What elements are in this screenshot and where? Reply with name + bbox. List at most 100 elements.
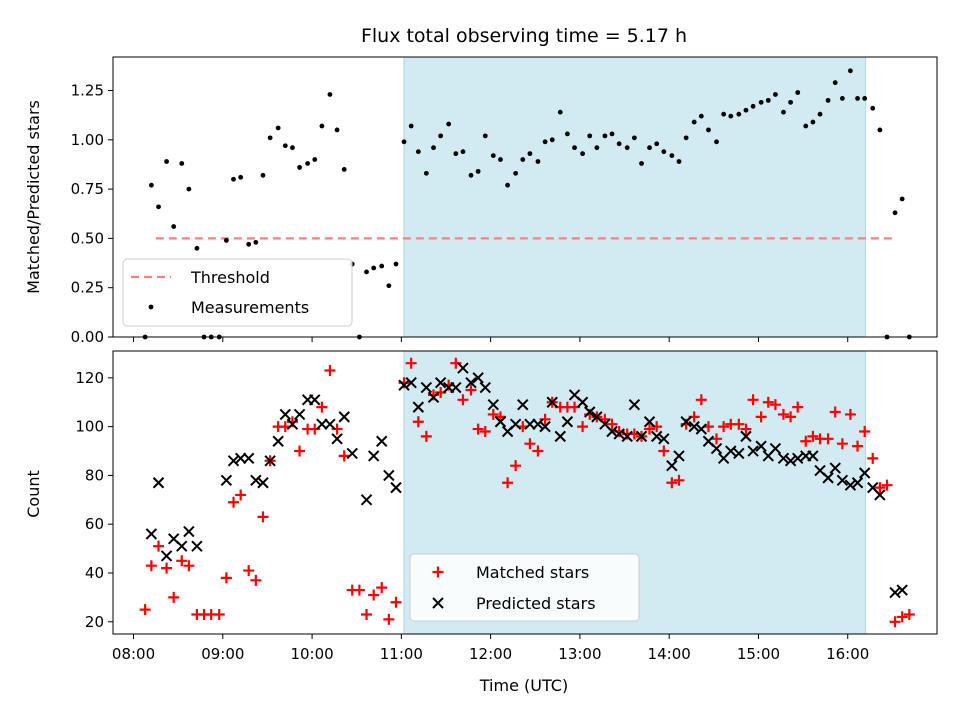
predicted-point xyxy=(725,445,737,457)
predicted-point xyxy=(874,489,886,501)
measurement-point xyxy=(594,145,600,151)
y-tick-label: 0.25 xyxy=(71,279,104,297)
predicted-point xyxy=(160,550,173,562)
predicted-point xyxy=(658,433,670,445)
measurement-point xyxy=(669,153,675,158)
predicted-point xyxy=(896,584,908,596)
matched-point xyxy=(161,562,173,574)
predicted-point xyxy=(346,447,358,460)
measurement-point xyxy=(855,96,860,101)
measurement-point xyxy=(676,159,682,164)
measurement-point xyxy=(327,92,333,97)
predicted-point xyxy=(405,377,417,389)
y-tick-label: 0.75 xyxy=(71,180,104,198)
measurement-point xyxy=(312,157,318,162)
matched-point xyxy=(361,608,373,620)
legend-box xyxy=(409,553,640,622)
predicted-point xyxy=(427,391,440,404)
matched-point xyxy=(903,608,915,620)
predicted-point xyxy=(851,477,864,489)
x-tick-label: 15:00 xyxy=(737,645,780,663)
matched-point xyxy=(829,406,841,418)
predicted-point xyxy=(733,447,745,460)
predicted-point xyxy=(777,452,790,465)
predicted-point xyxy=(457,362,469,374)
measurement-point xyxy=(542,139,548,145)
measurement-point xyxy=(223,237,229,243)
measurement-point xyxy=(549,137,555,143)
x-tick-label: 11:00 xyxy=(380,645,423,663)
measurement-point xyxy=(870,105,876,111)
matched-point xyxy=(889,616,901,628)
legend-matched-label: Matched stars xyxy=(476,563,589,582)
bottom-panel: 20 40 60 80 100 120 08:00 09:00 10:00 11:00 12:00 1… xyxy=(75,350,938,663)
measurement-point xyxy=(862,96,868,101)
measurement-point xyxy=(238,174,244,180)
plot-marks xyxy=(142,68,912,340)
legend-threshold-label: Threshold xyxy=(190,268,270,287)
legend-predicted-swatch xyxy=(432,597,444,609)
predicted-point xyxy=(398,379,410,391)
matched-point xyxy=(338,450,350,462)
predicted-point xyxy=(517,398,529,411)
measurement-point xyxy=(156,204,161,210)
matched-point xyxy=(836,438,848,450)
measurement-point xyxy=(186,186,192,192)
measurement-point xyxy=(683,135,689,141)
predicted-point xyxy=(376,435,388,447)
y-tick-label: 80 xyxy=(85,466,104,484)
matched-point xyxy=(412,416,424,428)
predicted-point xyxy=(688,420,700,433)
measurement-point xyxy=(282,143,288,149)
matched-point xyxy=(353,584,365,596)
predicted-point xyxy=(272,435,284,447)
measurement-point xyxy=(482,133,488,139)
matched-point xyxy=(577,421,589,433)
measurement-point xyxy=(513,170,519,176)
predicted-point xyxy=(472,372,484,384)
measurement-point xyxy=(535,159,541,164)
measurement-point xyxy=(446,121,452,127)
y-axis-label-bottom: Count xyxy=(24,470,43,518)
predicted-point xyxy=(191,540,203,552)
predicted-point xyxy=(784,455,797,467)
matched-point xyxy=(457,394,469,406)
predicted-point xyxy=(509,418,522,430)
axes-frame xyxy=(112,56,938,338)
predicted-point xyxy=(829,462,841,474)
predicted-point xyxy=(227,455,240,467)
predicted-point xyxy=(264,455,276,467)
predicted-point xyxy=(383,469,395,482)
measurement-point xyxy=(624,145,630,151)
measurement-point xyxy=(743,107,749,113)
matched-point xyxy=(294,445,306,457)
matched-point xyxy=(792,401,804,413)
measurement-point xyxy=(334,127,340,133)
measurement-point xyxy=(468,172,474,178)
predicted-point xyxy=(360,494,373,506)
measurement-point xyxy=(899,196,905,202)
x-tick-label: 08:00 xyxy=(112,645,155,663)
predicted-point xyxy=(367,450,380,462)
x-tick-label: 16:00 xyxy=(826,645,869,663)
predicted-point xyxy=(286,418,299,430)
y-tick-label: 1.00 xyxy=(71,131,104,149)
measurement-point xyxy=(305,161,311,166)
legend-matched-swatch xyxy=(432,566,444,578)
measurement-point xyxy=(698,113,704,119)
measurement-point xyxy=(319,123,325,129)
measurement-point xyxy=(639,161,644,166)
legend-box xyxy=(122,258,353,327)
matched-point xyxy=(510,460,522,472)
y-tick-label: 100 xyxy=(75,418,104,436)
x-tick-label: 09:00 xyxy=(201,645,244,663)
matched-point xyxy=(896,611,908,623)
predicted-point xyxy=(680,416,692,428)
matched-point xyxy=(673,474,685,486)
predicted-point xyxy=(412,401,425,413)
matched-point xyxy=(390,596,402,608)
axes-frame xyxy=(112,350,938,635)
matched-point xyxy=(331,423,343,435)
measurement-point xyxy=(728,113,734,119)
predicted-point xyxy=(183,525,195,538)
